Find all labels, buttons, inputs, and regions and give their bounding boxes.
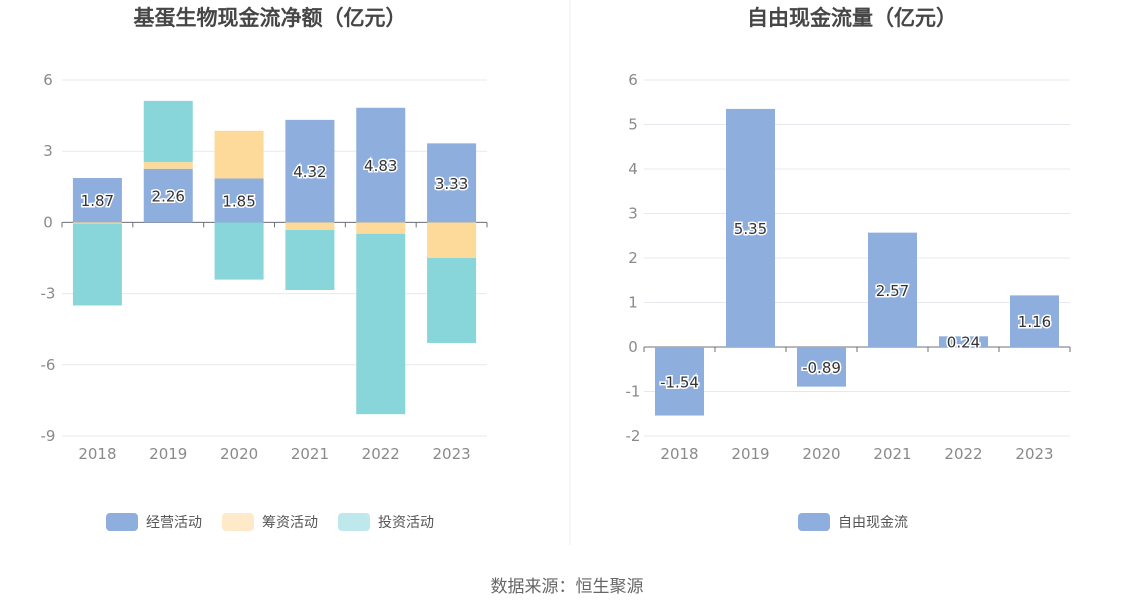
bar-自由现金流-2021 bbox=[868, 232, 917, 347]
bar-自由现金流-2018 bbox=[655, 347, 704, 416]
legend-swatch[interactable] bbox=[338, 513, 370, 531]
y-tick-label: -9 bbox=[41, 427, 56, 445]
bar-经营活动-2021 bbox=[285, 119, 335, 223]
x-tick-label: 2018 bbox=[78, 445, 116, 463]
x-tick-label: 2018 bbox=[660, 445, 698, 463]
bar-投资活动-2020 bbox=[214, 222, 264, 280]
y-tick-label: -6 bbox=[41, 356, 56, 374]
bar-经营活动-2018 bbox=[72, 178, 122, 223]
x-tick-label: 2020 bbox=[220, 445, 258, 463]
data-label: -0.89 bbox=[802, 359, 841, 377]
bar-投资活动-2019 bbox=[143, 100, 193, 163]
cashflow-net-chart: 基蛋生物现金流净额（亿元） 6 3 0 -3 -6 -9 2018 2019 2020 2021 2… bbox=[41, 6, 488, 531]
cashflow-net-grid: 6 3 0 -3 -6 -9 2018 2019 2020 2021 2022 2023 bbox=[41, 71, 488, 463]
bar-自由现金流-2022 bbox=[939, 336, 988, 347]
x-tick-label: 2019 bbox=[149, 445, 187, 463]
data-label: 1.87 bbox=[81, 192, 114, 210]
y-tick-label: 6 bbox=[43, 71, 53, 89]
x-tick-label: 2019 bbox=[731, 445, 769, 463]
y-tick-label: -2 bbox=[626, 427, 641, 445]
x-tick-label: 2023 bbox=[432, 445, 470, 463]
x-tick-label: 2021 bbox=[873, 445, 911, 463]
data-label: 3.33 bbox=[435, 175, 468, 193]
bar-自由现金流-2019 bbox=[726, 108, 775, 347]
cashflow-net-legend: 经营活动 筹资活动 投资活动 bbox=[106, 513, 434, 531]
bar-筹资活动-2023 bbox=[427, 222, 477, 258]
cashflow-net-bars bbox=[72, 100, 477, 415]
y-tick-label: 5 bbox=[628, 116, 638, 134]
data-label: 4.83 bbox=[364, 157, 397, 175]
cashflow-net-data-labels: 1.87 2.26 1.85 4.32 4.83 3.33 bbox=[79, 156, 470, 212]
y-tick-label: 2 bbox=[628, 249, 638, 267]
x-tick-label: 2020 bbox=[802, 445, 840, 463]
bar-经营活动-2022 bbox=[356, 107, 406, 223]
y-tick-label: 1 bbox=[628, 294, 638, 312]
legend-label[interactable]: 自由现金流 bbox=[838, 515, 908, 531]
cashflow-net-title: 基蛋生物现金流净额（亿元） bbox=[134, 6, 407, 30]
legend-label[interactable]: 筹资活动 bbox=[262, 514, 318, 531]
x-tick-label: 2022 bbox=[362, 445, 400, 463]
data-label: 4.32 bbox=[293, 163, 326, 181]
data-label: -1.54 bbox=[660, 373, 699, 391]
y-tick-label: 0 bbox=[628, 338, 638, 356]
free-cashflow-legend: 自由现金流 bbox=[798, 513, 908, 531]
data-label: 0.24 bbox=[947, 334, 980, 352]
bar-筹资活动-2018 bbox=[72, 222, 122, 224]
bar-经营活动-2023 bbox=[427, 143, 477, 223]
x-tick-label: 2023 bbox=[1015, 445, 1053, 463]
data-label: 1.85 bbox=[222, 192, 255, 210]
y-tick-label: -3 bbox=[41, 285, 56, 303]
bar-投资活动-2018 bbox=[72, 223, 122, 306]
data-label: 5.35 bbox=[734, 220, 767, 238]
y-tick-label: 0 bbox=[43, 213, 53, 231]
bar-筹资活动-2021 bbox=[285, 222, 335, 230]
y-tick-label: 4 bbox=[628, 160, 638, 178]
bar-经营活动-2020 bbox=[214, 178, 264, 223]
bar-筹资活动-2019 bbox=[143, 162, 193, 169]
free-cashflow-chart: 自由现金流量（亿元） 6 5 4 3 2 1 0 -1 -2 2018 2019 2020 2021 20… bbox=[626, 6, 1071, 531]
x-tick-label: 2022 bbox=[944, 445, 982, 463]
free-cashflow-title: 自由现金流量（亿元） bbox=[747, 6, 957, 30]
legend-label[interactable]: 经营活动 bbox=[146, 515, 202, 531]
bar-自由现金流-2023 bbox=[1010, 295, 1059, 347]
bar-投资活动-2023 bbox=[427, 258, 477, 343]
legend-swatch[interactable] bbox=[222, 513, 254, 531]
data-label: 2.26 bbox=[152, 188, 185, 206]
legend-swatch[interactable] bbox=[798, 513, 830, 531]
y-tick-label: 3 bbox=[628, 205, 638, 223]
bar-筹资活动-2022 bbox=[356, 222, 406, 234]
bar-筹资活动-2020 bbox=[214, 130, 264, 179]
bar-经营活动-2019 bbox=[143, 168, 193, 223]
free-cashflow-grid: 6 5 4 3 2 1 0 -1 -2 2018 2019 2020 2021 2022 2023 bbox=[626, 71, 1071, 463]
bar-自由现金流-2020 bbox=[797, 347, 846, 387]
legend-label[interactable]: 投资活动 bbox=[378, 515, 434, 531]
bar-投资活动-2022 bbox=[356, 233, 406, 415]
data-source-note: 数据来源：恒生聚源 bbox=[491, 577, 644, 597]
free-cashflow-bars bbox=[655, 108, 1059, 416]
y-tick-label: 6 bbox=[628, 71, 638, 89]
y-tick-label: 3 bbox=[43, 142, 53, 160]
x-tick-label: 2021 bbox=[291, 445, 329, 463]
data-label: 1.16 bbox=[1018, 313, 1051, 331]
y-tick-label: -1 bbox=[626, 383, 641, 401]
free-cashflow-data-labels: -1.54 5.35 -0.89 2.57 0.24 1.16 bbox=[659, 218, 1053, 392]
bar-投资活动-2021 bbox=[285, 229, 335, 291]
data-label: 2.57 bbox=[876, 282, 909, 300]
legend-swatch[interactable] bbox=[106, 513, 138, 531]
